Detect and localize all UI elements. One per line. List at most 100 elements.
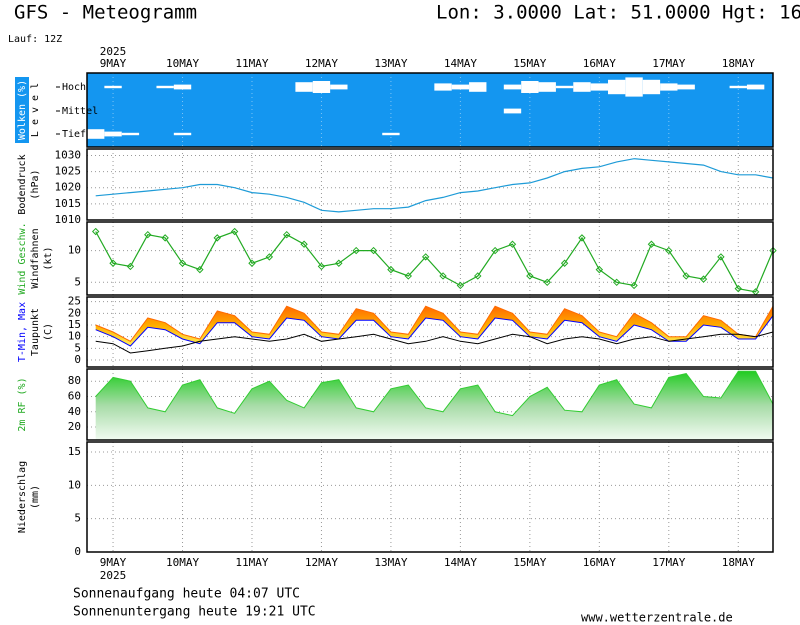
- cloud-cover: [660, 83, 678, 91]
- y-tick-label: 1030: [55, 148, 82, 161]
- y-tick-label: 80: [68, 374, 81, 387]
- cloud-cover: [104, 131, 122, 137]
- y-axis-label: (kt): [43, 246, 54, 270]
- temperature-band: [95, 306, 773, 346]
- ylabel-background: [15, 77, 29, 143]
- x-tick-label: 10MAY: [166, 57, 199, 70]
- y-axis-label: L e v e l: [30, 83, 41, 137]
- series-line: [95, 315, 774, 347]
- marker: [248, 259, 256, 267]
- year-bottom: 2025: [100, 569, 127, 582]
- marker: [178, 259, 187, 267]
- cloud-cover: [608, 79, 626, 95]
- y-tick-label: 20: [68, 420, 81, 433]
- x-tick-label: 13MAY: [374, 57, 407, 70]
- y-tick-label: 5: [74, 512, 81, 525]
- series-line: [95, 230, 774, 293]
- x-tick-label: 17MAY: [652, 57, 685, 70]
- y-tick-label: 5: [74, 341, 81, 354]
- title: GFS - Meteogramm: [14, 2, 197, 24]
- cloud-cover: [330, 84, 348, 90]
- y-axis-label: T-Min, Max: [17, 302, 28, 362]
- marker: [335, 259, 343, 267]
- run: Lauf: 12Z: [8, 34, 62, 45]
- marker: [647, 240, 656, 248]
- panel-frame: [86, 148, 774, 221]
- marker: [699, 275, 708, 283]
- marker: [717, 253, 725, 261]
- x-tick-label: 11MAY: [235, 57, 268, 70]
- marker: [404, 272, 412, 280]
- marker: [595, 265, 604, 274]
- y-axis-label: (C): [43, 323, 54, 341]
- panel-frame: [86, 441, 774, 553]
- marker: [317, 262, 326, 271]
- x-tick-label: 13MAY: [374, 556, 407, 569]
- x-tick-label: 10MAY: [166, 556, 199, 569]
- marker: [682, 272, 690, 280]
- marker: [144, 230, 152, 239]
- marker: [91, 227, 100, 236]
- y-tick-label: 0: [74, 545, 81, 558]
- x-tick-label: 12MAY: [305, 57, 338, 70]
- marker: [421, 253, 430, 261]
- marker: [213, 234, 221, 242]
- y-tick-label: 1020: [55, 181, 82, 194]
- panel-frame: [86, 72, 774, 148]
- marker: [474, 272, 482, 280]
- x-tick-label: 16MAY: [583, 556, 616, 569]
- y-axis-label: Taupunkt: [30, 308, 41, 356]
- y-tick-label: 25: [68, 295, 81, 308]
- cloud-cover: [555, 85, 574, 89]
- x-tick-label: 12MAY: [305, 556, 338, 569]
- panel-frame: [86, 296, 774, 368]
- marker: [439, 272, 447, 280]
- marker: [283, 230, 291, 239]
- marker: [560, 259, 569, 267]
- y-tick-label: 1010: [55, 213, 82, 226]
- panel-frame: [86, 221, 774, 296]
- series-line: [95, 158, 774, 213]
- location: Lon: 3.0000 Lat: 51.0000 Hgt: 16: [436, 2, 800, 24]
- marker: [491, 246, 499, 255]
- marker: [230, 227, 239, 236]
- y-tick-label: 0: [74, 353, 81, 366]
- cloud-cover: [156, 85, 174, 89]
- marker: [300, 240, 308, 248]
- y-axis-label: Niederschlag: [17, 461, 28, 533]
- y-tick-label: 1015: [55, 197, 82, 210]
- cloud-cover: [173, 84, 192, 90]
- cloud-cover: [642, 79, 661, 95]
- y-tick-label: 15: [68, 318, 81, 331]
- cloud-cover: [538, 82, 556, 92]
- marker: [456, 281, 465, 290]
- cloud-cover: [121, 132, 140, 136]
- cloud-cover: [503, 108, 522, 114]
- cloud-cover: [173, 132, 192, 136]
- cloud-cover: [625, 77, 643, 97]
- cloud-cover: [382, 132, 400, 136]
- x-tick-label: 15MAY: [513, 556, 546, 569]
- cloud-cover: [521, 81, 539, 93]
- year-top: 2025: [100, 45, 127, 58]
- cloud-cover: [451, 84, 470, 90]
- cloud-cover: [503, 84, 522, 90]
- cloud-cover: [434, 83, 452, 91]
- x-tick-label: 18MAY: [722, 57, 755, 70]
- x-tick-label: 9MAY: [100, 556, 127, 569]
- sunrise: Sonnenaufgang heute 04:07 UTC: [73, 587, 300, 602]
- marker: [265, 253, 274, 261]
- marker: [387, 265, 395, 274]
- marker: [630, 281, 638, 290]
- x-tick-label: 14MAY: [444, 57, 477, 70]
- series-line: [95, 305, 774, 342]
- sunset: Sonnenuntergang heute 19:21 UTC: [73, 605, 316, 620]
- cloud-cover: [87, 129, 105, 139]
- panel-frame: [86, 368, 774, 441]
- y-tick-label: 10: [68, 244, 81, 257]
- y-tick-label: 40: [68, 405, 81, 418]
- marker: [543, 278, 551, 287]
- humidity-area: [95, 371, 774, 440]
- y-axis-label: Wolken (%): [17, 80, 28, 140]
- x-tick-label: 14MAY: [444, 556, 477, 569]
